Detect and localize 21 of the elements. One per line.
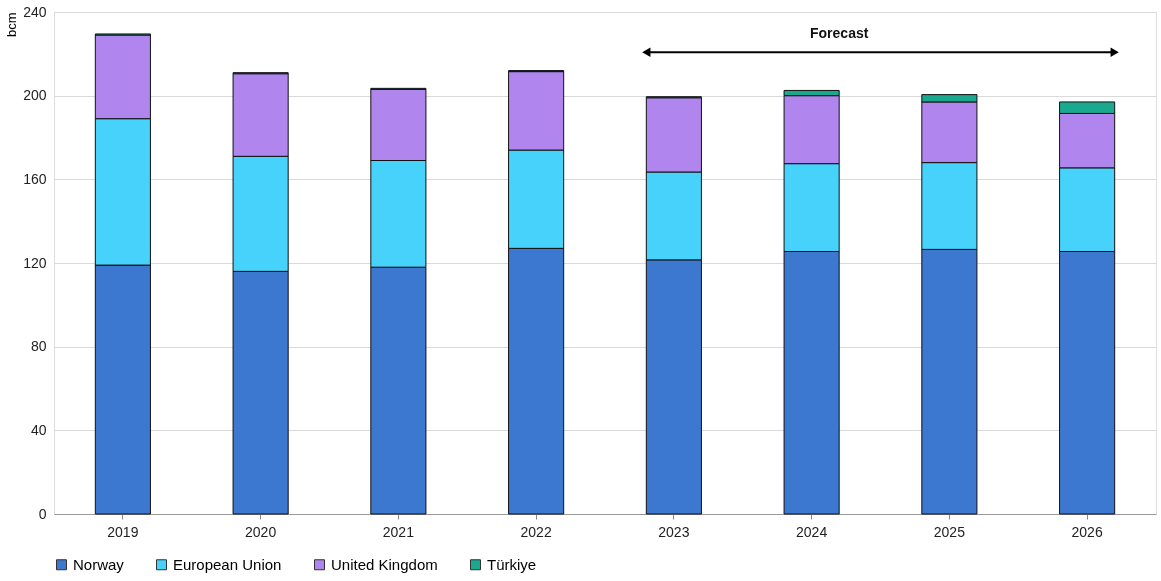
y-tick-label: 200 [23,87,47,104]
x-tick-label: 2020 [245,523,277,540]
legend-label: Türkiye [487,555,537,573]
x-tick-label: 2019 [107,523,139,540]
x-tick-label: 2023 [658,523,690,540]
y-tick-label: 0 [38,505,47,522]
annotation: Forecast [810,25,869,42]
x-tick-label: 2021 [382,523,415,540]
y-tick-label: 120 [23,254,47,271]
y-tick-label: 160 [23,170,47,187]
y-tick-label: 240 [23,3,47,20]
legend-label: European Union [173,555,282,573]
legend-label: United Kingdom [331,555,438,573]
x-tick-label: 2022 [520,523,552,540]
y-axis-title: bcm [4,12,20,38]
x-tick-label: 2026 [1071,523,1103,540]
x-tick-label: 2024 [796,523,828,540]
x-tick-label: 2025 [933,523,966,540]
y-tick-label: 40 [30,421,47,438]
legend-label: Norway [73,555,125,573]
y-tick-label: 80 [30,338,47,355]
